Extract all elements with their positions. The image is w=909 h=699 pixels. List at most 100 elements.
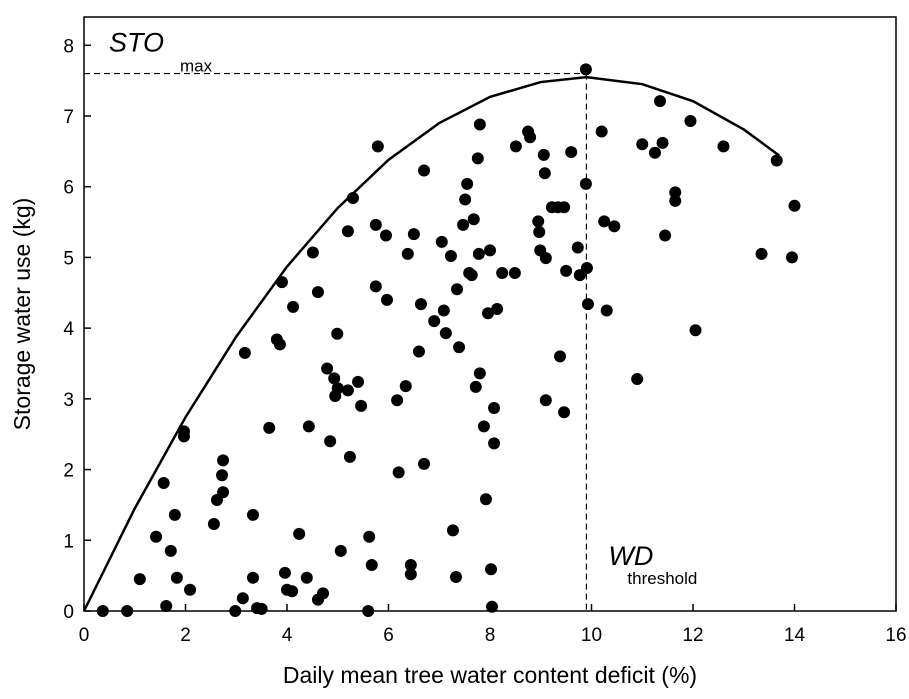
point — [437, 304, 450, 317]
point — [539, 394, 552, 407]
point — [362, 605, 375, 617]
point — [595, 125, 608, 138]
point — [580, 262, 593, 275]
point — [157, 477, 170, 490]
point — [404, 559, 417, 572]
point — [133, 573, 146, 586]
point — [486, 600, 499, 613]
point — [491, 303, 504, 316]
point — [328, 372, 341, 385]
point — [755, 247, 768, 260]
point — [558, 201, 571, 214]
point — [481, 307, 494, 320]
point — [435, 235, 448, 248]
point — [631, 373, 644, 386]
x-tick-label: 8 — [485, 625, 496, 646]
point — [399, 380, 412, 393]
point — [246, 571, 259, 584]
point — [524, 131, 537, 144]
y-tick-label: 5 — [63, 248, 74, 269]
point — [238, 346, 251, 359]
point — [684, 114, 697, 127]
x-tick-label: 16 — [885, 625, 906, 646]
x-tick-label: 14 — [784, 625, 806, 646]
point — [217, 454, 230, 467]
point — [369, 280, 382, 293]
point — [532, 215, 545, 228]
point — [255, 602, 268, 615]
x-tick-label: 6 — [383, 625, 394, 646]
point — [654, 95, 667, 108]
x-tick-label: 4 — [282, 625, 293, 646]
point — [477, 420, 490, 433]
y-tick-label: 6 — [63, 178, 74, 199]
point — [467, 213, 480, 226]
x-axis-label: Daily mean tree water content deficit (%… — [283, 662, 697, 688]
point — [229, 605, 242, 617]
point — [96, 605, 109, 617]
point — [236, 592, 249, 605]
sto-label: STO — [109, 28, 164, 58]
point — [770, 154, 783, 167]
point — [412, 345, 425, 358]
point — [369, 218, 382, 231]
point — [461, 177, 474, 190]
point — [508, 266, 521, 279]
point — [689, 324, 702, 337]
point — [579, 177, 592, 190]
point — [636, 138, 649, 151]
point — [293, 527, 306, 540]
x-tick-label: 10 — [581, 625, 602, 646]
point — [488, 437, 501, 450]
point — [278, 566, 291, 579]
y-tick-label: 1 — [63, 531, 74, 552]
point — [321, 362, 334, 375]
point — [334, 544, 347, 557]
point — [355, 399, 368, 412]
point — [263, 421, 276, 434]
sto-subscript: max — [180, 57, 213, 76]
point — [331, 327, 344, 340]
point — [346, 192, 359, 205]
point — [418, 164, 431, 177]
point — [352, 375, 365, 388]
point — [473, 118, 486, 131]
point — [785, 251, 798, 264]
point — [380, 293, 393, 306]
point — [170, 571, 183, 584]
point — [286, 585, 299, 598]
point — [150, 530, 163, 543]
point — [216, 469, 229, 482]
point — [484, 244, 496, 257]
point — [579, 63, 592, 76]
point — [565, 146, 578, 159]
point — [379, 229, 392, 242]
point — [472, 247, 485, 260]
point — [465, 269, 478, 282]
point — [571, 241, 584, 254]
point — [656, 136, 669, 149]
point — [537, 148, 550, 161]
point — [275, 276, 288, 289]
point — [459, 193, 472, 206]
point — [538, 167, 551, 180]
point — [451, 283, 464, 296]
point — [418, 457, 431, 470]
point — [488, 402, 501, 415]
point — [496, 266, 509, 279]
point — [788, 199, 801, 212]
point — [453, 341, 466, 354]
x-tick-label: 12 — [682, 625, 703, 646]
point — [343, 450, 356, 463]
y-tick-label: 8 — [63, 36, 74, 57]
y-tick-label: 3 — [63, 390, 74, 411]
point — [659, 229, 672, 242]
point — [558, 406, 571, 419]
wd-subscript: threshold — [627, 569, 697, 588]
point — [324, 435, 337, 448]
point — [363, 530, 376, 543]
point — [341, 225, 354, 238]
point — [471, 152, 484, 165]
point — [457, 218, 470, 231]
